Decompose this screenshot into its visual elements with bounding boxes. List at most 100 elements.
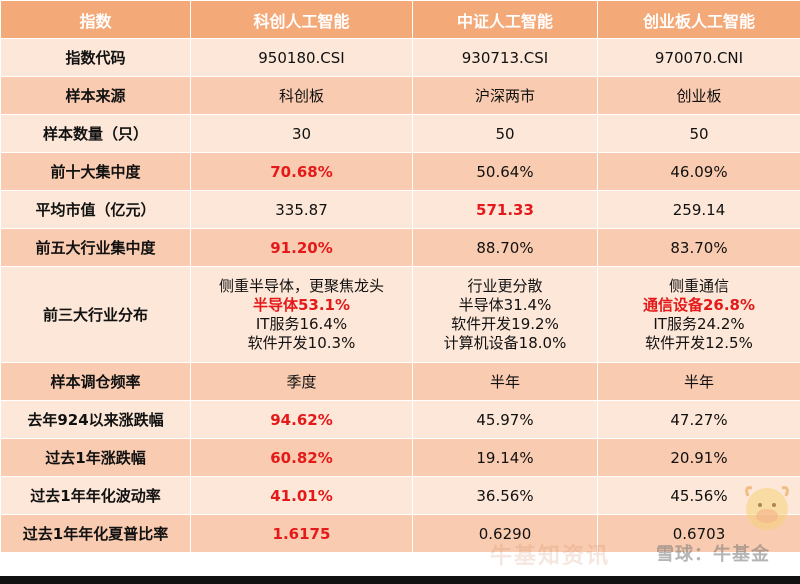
cell-text: 571.33 bbox=[476, 200, 534, 219]
cell-text: 91.20% bbox=[270, 238, 333, 257]
row-label: 样本数量（只） bbox=[0, 114, 191, 153]
table-row: 平均市值（亿元） 335.87 571.33 259.14 bbox=[0, 190, 800, 229]
cell-text: 行业更分散 bbox=[467, 276, 543, 295]
table-cell: 50 bbox=[412, 114, 598, 153]
table-row: 前三大行业分布 侧重半导体，更聚焦龙头 半导体53.1% IT服务16.4% 软件开发1… bbox=[0, 266, 800, 363]
cell-text: 94.62% bbox=[270, 410, 333, 429]
row-label: 样本调仓频率 bbox=[0, 362, 191, 401]
cell-text: 1.6175 bbox=[272, 524, 331, 543]
table-cell: 94.62% bbox=[190, 400, 413, 439]
table-cell: 0.6703 bbox=[597, 514, 800, 553]
table-cell: 47.27% bbox=[597, 400, 800, 439]
table-cell: 20.91% bbox=[597, 438, 800, 477]
table-cell: 50 bbox=[597, 114, 800, 153]
cell-text: 软件开发19.2% bbox=[451, 314, 559, 333]
cell-text: 60.82% bbox=[270, 448, 333, 467]
cell-text: 沪深两市 bbox=[474, 87, 535, 105]
table-row: 样本数量（只） 30 50 50 bbox=[0, 114, 800, 153]
table-row: 过去1年年化波动率 41.01% 36.56% 45.56% bbox=[0, 476, 800, 515]
cell-text: 半导体31.4% bbox=[458, 295, 552, 314]
cell-text: 20.91% bbox=[670, 448, 728, 467]
bull-mascot-icon bbox=[745, 486, 789, 530]
table-row: 过去1年年化夏普比率 1.6175 0.6290 0.6703 bbox=[0, 514, 800, 553]
table-cell: 259.14 bbox=[597, 190, 800, 229]
table-cell: 科创板 bbox=[190, 76, 413, 115]
table-cell: 91.20% bbox=[190, 228, 413, 267]
table-cell: 1.6175 bbox=[190, 514, 413, 553]
cell-text: IT服务16.4% bbox=[255, 314, 348, 333]
header-kechuang-ai: 科创人工智能 bbox=[190, 0, 413, 39]
cell-text: 45.56% bbox=[670, 486, 728, 505]
table-cell: 950180.CSI bbox=[190, 38, 413, 77]
cell-text: 47.27% bbox=[670, 410, 728, 429]
table-cell: 季度 bbox=[190, 362, 413, 401]
table-cell: 19.14% bbox=[412, 438, 598, 477]
table-row: 前十大集中度 70.68% 50.64% 46.09% bbox=[0, 152, 800, 191]
table-cell: 88.70% bbox=[412, 228, 598, 267]
header-index: 指数 bbox=[0, 0, 191, 39]
row-label: 前十大集中度 bbox=[0, 152, 191, 191]
cell-text: 36.56% bbox=[476, 486, 534, 505]
table-cell: 70.68% bbox=[190, 152, 413, 191]
header-chuangyeban-ai: 创业板人工智能 bbox=[597, 0, 800, 39]
table-cell: 41.01% bbox=[190, 476, 413, 515]
cell-text: 41.01% bbox=[270, 486, 333, 505]
cell-text: 科创板 bbox=[278, 87, 324, 105]
cell-text: 创业板 bbox=[676, 87, 722, 105]
table-row: 过去1年涨跌幅 60.82% 19.14% 20.91% bbox=[0, 438, 800, 477]
table-cell: 571.33 bbox=[412, 190, 598, 229]
table-cell: 335.87 bbox=[190, 190, 413, 229]
table-body: 指数代码 950180.CSI 930713.CSI 970070.CNI 样本来源 科创… bbox=[0, 38, 800, 553]
faint-watermark: 牛基知资讯 bbox=[490, 544, 611, 569]
cell-text: 88.70% bbox=[476, 238, 534, 257]
row-label: 指数代码 bbox=[0, 38, 191, 77]
cell-text: 半年 bbox=[489, 373, 520, 391]
row-label: 过去1年涨跌幅 bbox=[0, 438, 191, 477]
cell-text: 970070.CNI bbox=[654, 48, 744, 67]
row-label: 过去1年年化波动率 bbox=[0, 476, 191, 515]
cell-text: 0.6703 bbox=[672, 524, 726, 543]
bottom-edge bbox=[0, 576, 800, 584]
cell-text: 83.70% bbox=[670, 238, 728, 257]
row-label: 去年924以来涨跌幅 bbox=[0, 400, 191, 439]
table-cell: 45.97% bbox=[412, 400, 598, 439]
table-cell: 0.6290 bbox=[412, 514, 598, 553]
header-row: 指数 科创人工智能 中证人工智能 创业板人工智能 bbox=[0, 0, 800, 39]
table-cell: 侧重半导体，更聚焦龙头 半导体53.1% IT服务16.4% 软件开发10.3% bbox=[190, 266, 413, 363]
cell-text: 46.09% bbox=[670, 162, 728, 181]
row-label: 过去1年年化夏普比率 bbox=[0, 514, 191, 553]
cell-text: 0.6290 bbox=[478, 524, 532, 543]
cell-text: 50 bbox=[689, 124, 709, 143]
table-cell: 沪深两市 bbox=[412, 76, 598, 115]
table-cell: 30 bbox=[190, 114, 413, 153]
table-cell: 50.64% bbox=[412, 152, 598, 191]
cell-text: IT服务24.2% bbox=[653, 314, 745, 333]
table-cell: 半年 bbox=[412, 362, 598, 401]
table-cell: 970070.CNI bbox=[597, 38, 800, 77]
cell-text: 950180.CSI bbox=[258, 48, 345, 67]
comparison-table: 指数 科创人工智能 中证人工智能 创业板人工智能 指数代码 950180.CSI 9… bbox=[0, 0, 800, 553]
table-cell: 36.56% bbox=[412, 476, 598, 515]
table-cell: 83.70% bbox=[597, 228, 800, 267]
cell-text: 侧重通信 bbox=[668, 276, 729, 295]
cell-text: 70.68% bbox=[270, 162, 333, 181]
cell-text: 侧重半导体，更聚焦龙头 bbox=[218, 276, 384, 295]
table-cell: 930713.CSI bbox=[412, 38, 598, 77]
table-row: 前五大行业集中度 91.20% 88.70% 83.70% bbox=[0, 228, 800, 267]
table-cell: 创业板 bbox=[597, 76, 800, 115]
cell-text: 259.14 bbox=[672, 200, 726, 219]
header-zhongzheng-ai: 中证人工智能 bbox=[412, 0, 598, 39]
cell-text: 50 bbox=[495, 124, 515, 143]
cell-text: 季度 bbox=[286, 373, 317, 391]
cell-text: 通信设备26.8% bbox=[642, 295, 756, 314]
table-row: 样本调仓频率 季度 半年 半年 bbox=[0, 362, 800, 401]
cell-text: 30 bbox=[291, 124, 312, 143]
table-cell: 侧重通信 通信设备26.8% IT服务24.2% 软件开发12.5% bbox=[597, 266, 800, 363]
table-cell: 行业更分散 半导体31.4% 软件开发19.2% 计算机设备18.0% bbox=[412, 266, 598, 363]
table-row: 指数代码 950180.CSI 930713.CSI 970070.CNI bbox=[0, 38, 800, 77]
row-label: 样本来源 bbox=[0, 76, 191, 115]
table-cell: 半年 bbox=[597, 362, 800, 401]
cell-text: 335.87 bbox=[275, 200, 328, 219]
cell-text: 930713.CSI bbox=[461, 48, 549, 67]
